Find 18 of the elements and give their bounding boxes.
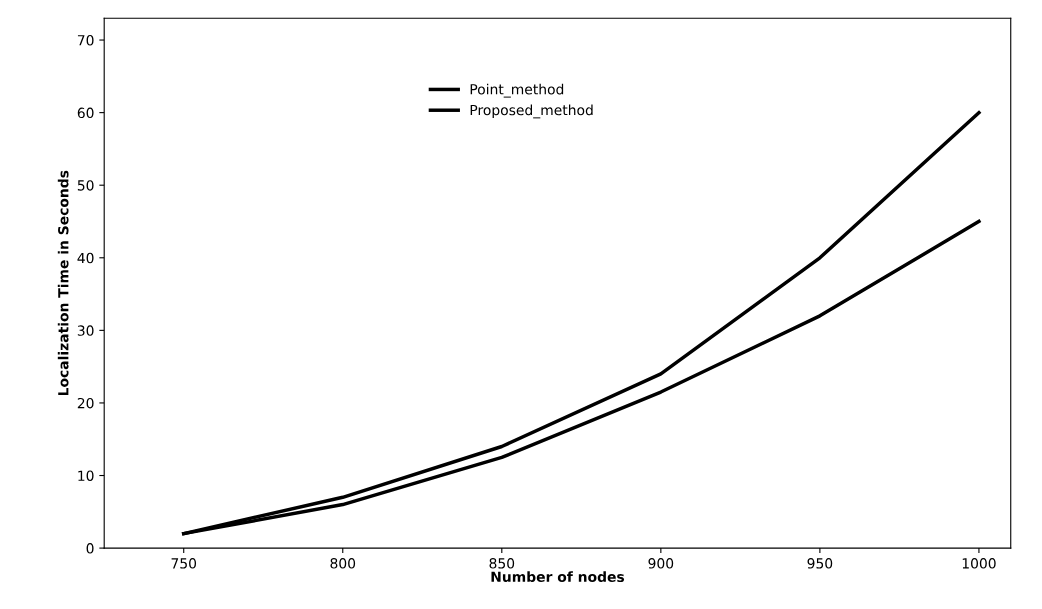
legend-label: Point_method xyxy=(470,83,564,98)
x-tick-label: 800 xyxy=(330,558,356,569)
y-tick-label: 40 xyxy=(77,252,94,264)
y-tick-label: 60 xyxy=(77,107,94,119)
y-tick-label: 70 xyxy=(77,35,94,46)
y-tick-label: 50 xyxy=(77,180,94,191)
x-axis-title: Number of nodes xyxy=(491,571,625,583)
x-tick-label: 1000 xyxy=(962,558,996,569)
y-tick-label: 10 xyxy=(78,470,94,481)
y-tick-label: 30 xyxy=(77,325,94,336)
y-axis-title: Localization Time in Seconds xyxy=(57,170,69,396)
legend-label: Proposed_method xyxy=(470,104,593,119)
x-tick-label: 900 xyxy=(648,558,674,569)
x-tick-label: 950 xyxy=(807,558,833,569)
y-tick-label: 0 xyxy=(86,543,94,554)
x-tick-label: 750 xyxy=(171,558,197,569)
x-tick-label: 850 xyxy=(489,558,515,569)
y-tick-label: 20 xyxy=(77,397,94,409)
